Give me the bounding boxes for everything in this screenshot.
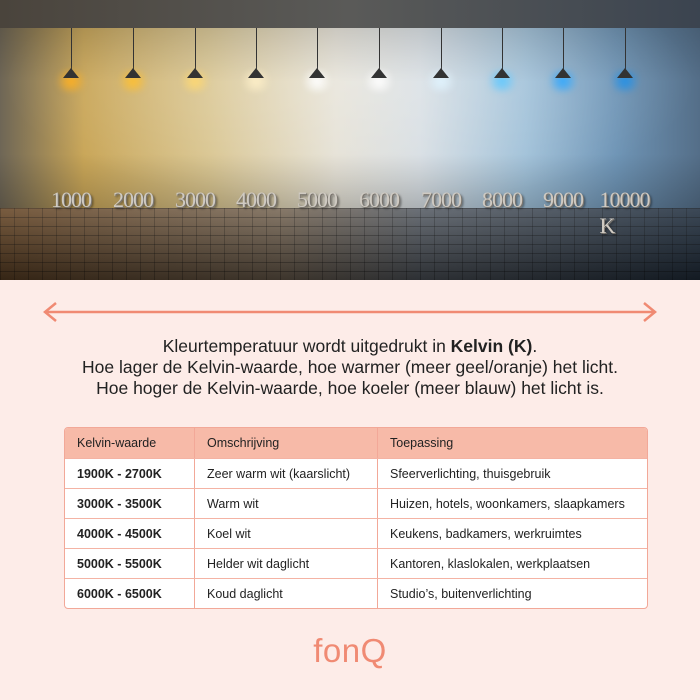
application-cell: Sfeerverlichting, thuisgebruik: [390, 466, 551, 481]
kelvin-cell: 6000K - 6500K: [65, 579, 195, 608]
table-row: 5000K - 5500K Helder wit daglicht Kantoren…: [65, 548, 647, 578]
kelvin-table: Kelvin-waarde Omschrijving Toepassing 19…: [64, 427, 648, 609]
header-application: Toepassing: [390, 436, 454, 450]
kelvin-cell: 5000K - 5500K: [65, 549, 195, 578]
description-cell: Helder wit daglicht: [195, 549, 378, 578]
intro-line-1: Kleurtemperatuur wordt uitgedrukt in: [162, 336, 451, 356]
description-cell: Warm wit: [195, 489, 378, 518]
table-row: 6000K - 6500K Koud daglicht Studio’s, buit…: [65, 578, 647, 608]
kelvin-emphasis: Kelvin (K): [450, 336, 533, 356]
application-cell: Huizen, hotels, woonkamers, slaapkamers: [390, 496, 625, 511]
description-cell: Zeer warm wit (kaarslicht): [195, 459, 378, 488]
fonq-logo: fonQ: [313, 632, 387, 669]
table-row: 4000K - 4500K Koel wit Keukens, badkamers,…: [65, 518, 647, 548]
application-cell: Keukens, badkamers, werkruimtes: [390, 526, 582, 541]
table-row: 3000K - 3500K Warm wit Huizen, hotels, woo…: [65, 488, 647, 518]
intro-line-3: Hoe hoger de Kelvin-waarde, hoe koeler (…: [96, 378, 604, 398]
kelvin-cell: 3000K - 3500K: [65, 489, 195, 518]
kelvin-scale-label: 8000: [482, 187, 523, 212]
color-temperature-photo: 1000 2000 3000 4000 5000 6000 7000 8000 9000 1000…: [0, 0, 700, 280]
kelvin-scale-label: 5000: [297, 187, 338, 212]
kelvin-cell: 4000K - 4500K: [65, 519, 195, 548]
kelvin-scale-label: 10000 K: [599, 187, 651, 238]
header-kelvin: Kelvin-waarde: [65, 428, 195, 458]
description-cell: Koud daglicht: [195, 579, 378, 608]
application-cell: Kantoren, klaslokalen, werkplaatsen: [390, 556, 591, 571]
table-header: Kelvin-waarde Omschrijving Toepassing: [65, 428, 647, 458]
ceiling: [0, 0, 700, 28]
intro-line-2: Hoe lager de Kelvin-waarde, hoe warmer (…: [82, 357, 618, 377]
description-cell: Koel wit: [195, 519, 378, 548]
kelvin-scale-label: 2000: [113, 187, 154, 212]
double-arrow-icon: [43, 302, 657, 322]
kelvin-cell: 1900K - 2700K: [65, 459, 195, 488]
header-description: Omschrijving: [195, 428, 378, 458]
table-row: 1900K - 2700K Zeer warm wit (kaarslicht) S…: [65, 458, 647, 488]
application-cell: Studio’s, buitenverlichting: [390, 586, 532, 601]
intro-line-1-end: .: [532, 336, 538, 356]
wall: [0, 28, 700, 208]
kelvin-scale-label: 9000: [543, 187, 584, 212]
floor: [0, 208, 700, 280]
kelvin-scale-label: 6000: [359, 187, 400, 212]
kelvin-scale-label: 4000: [236, 187, 277, 212]
kelvin-scale-label: 7000: [421, 187, 462, 212]
kelvin-scale-label: 1000: [51, 187, 92, 212]
intro-text: Kleurtemperatuur wordt uitgedrukt in Kel…: [0, 336, 700, 399]
kelvin-scale-label: 3000: [175, 187, 216, 212]
